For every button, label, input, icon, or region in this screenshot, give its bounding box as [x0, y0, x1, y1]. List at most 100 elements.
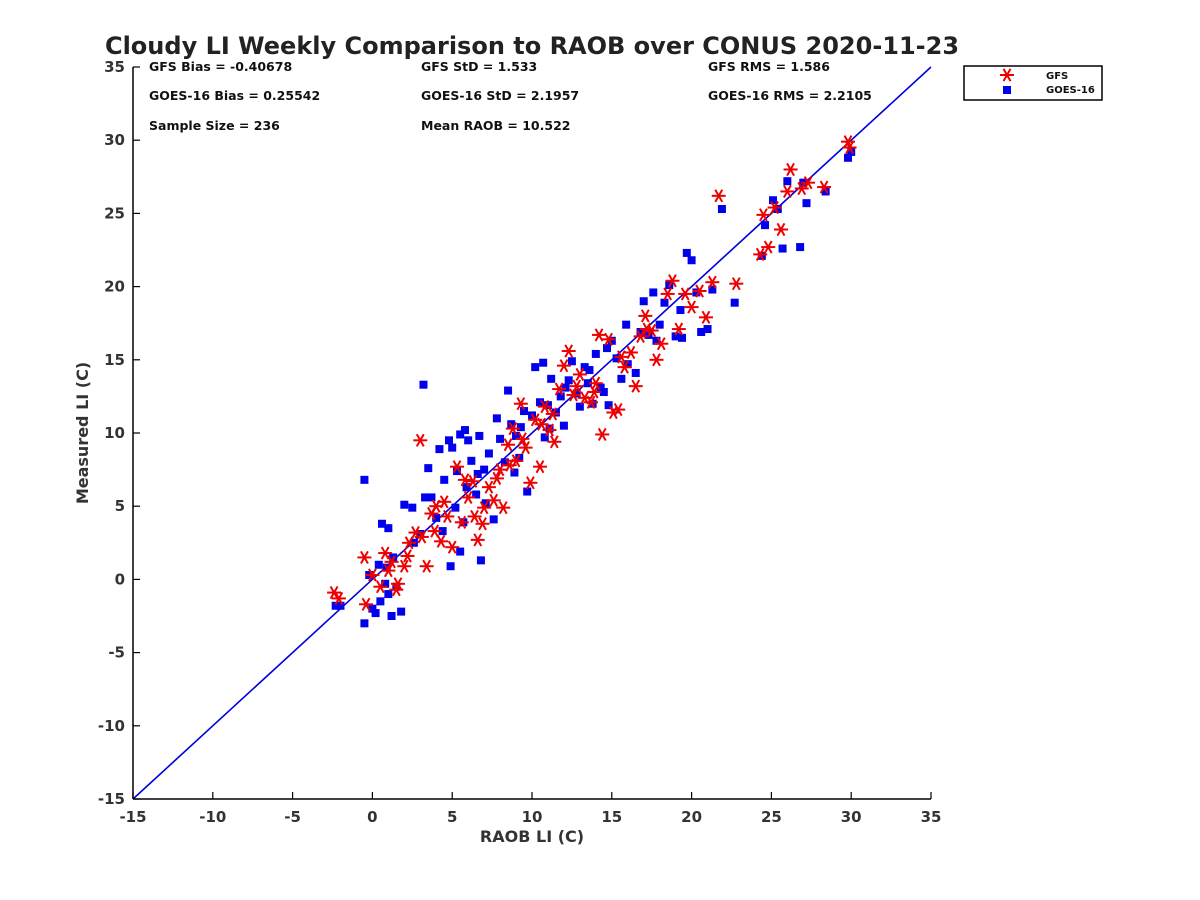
data-point-gfs: [489, 471, 504, 485]
x-tick-label: 10: [522, 808, 543, 826]
data-point-goes16: [844, 153, 853, 162]
data-point-goes16: [639, 297, 648, 306]
x-tick-label: -5: [284, 808, 301, 826]
data-point-goes16: [697, 327, 706, 336]
data-point-goes16: [652, 336, 661, 345]
data-point-gfs: [501, 438, 516, 452]
data-point-goes16: [580, 363, 589, 372]
data-point-gfs: [414, 530, 429, 544]
data-point-goes16: [472, 490, 481, 499]
data-point-gfs: [753, 247, 768, 261]
data-point-goes16: [432, 513, 441, 522]
data-point-goes16: [623, 360, 632, 369]
data-point-goes16: [617, 374, 626, 383]
data-point-gfs: [842, 140, 857, 155]
data-point-gfs: [496, 501, 511, 515]
data-point-gfs: [817, 180, 832, 194]
data-point-goes16: [489, 515, 498, 524]
data-point-gfs: [654, 337, 669, 351]
data-point-goes16: [692, 288, 701, 297]
data-point-gfs: [623, 345, 638, 360]
data-point-gfs: [365, 568, 380, 582]
data-point-goes16: [368, 604, 377, 613]
data-point-gfs: [467, 509, 482, 524]
data-point-goes16: [655, 320, 664, 329]
data-point-gfs: [532, 460, 547, 474]
data-point-goes16: [384, 524, 393, 533]
data-point-goes16: [599, 388, 608, 397]
data-point-goes16: [500, 458, 509, 467]
stat-gfs-std: GFS StD = 1.533: [421, 59, 537, 74]
data-point-goes16: [649, 288, 658, 297]
data-point-gfs: [477, 501, 492, 515]
data-point-goes16: [448, 443, 457, 452]
data-point-gfs: [773, 222, 788, 237]
data-point-goes16: [559, 421, 568, 430]
data-point-gfs: [801, 176, 816, 190]
statistics-annotations: GFS Bias = -0.40678 GFS StD = 1.533 GFS …: [149, 59, 872, 133]
data-point-gfs: [671, 322, 686, 336]
y-tick-label: 15: [104, 351, 125, 369]
data-point-gfs: [419, 559, 434, 573]
data-point-goes16: [802, 199, 811, 208]
data-point-goes16: [535, 398, 544, 407]
data-point-goes16: [451, 503, 460, 512]
legend: GFS GOES-16: [963, 65, 1103, 101]
data-point-gfs: [794, 181, 809, 196]
y-tick-label: -10: [98, 717, 125, 735]
data-point-gfs: [515, 432, 530, 446]
data-point-goes16: [607, 336, 616, 345]
data-point-gfs: [465, 474, 480, 488]
x-axis-label: RAOB LI (C): [480, 827, 584, 846]
data-point-goes16: [783, 177, 792, 186]
data-point-goes16: [604, 401, 613, 410]
data-point-gfs: [592, 328, 607, 342]
data-point-goes16: [596, 383, 605, 392]
data-point-goes16: [717, 205, 726, 214]
data-point-goes16: [381, 579, 390, 588]
data-point-goes16: [583, 379, 592, 388]
legend-gfs-label: GFS: [1046, 71, 1068, 82]
data-point-goes16: [547, 374, 556, 383]
x-tick-label: 30: [841, 808, 862, 826]
stat-goes-bias: GOES-16 Bias = 0.25542: [149, 88, 320, 103]
x-tick-label: 5: [447, 808, 457, 826]
legend-gfs-marker: [1000, 68, 1014, 82]
data-point-goes16: [761, 221, 770, 230]
data-point-goes16: [636, 327, 645, 336]
legend-box: [963, 65, 1103, 101]
data-point-gfs: [331, 591, 346, 606]
data-point-gfs: [481, 480, 496, 494]
data-point-gfs: [783, 162, 798, 177]
data-point-goes16: [520, 407, 529, 416]
data-point-gfs: [628, 379, 643, 393]
y-tick-label: 30: [104, 131, 125, 149]
x-tick-label: 35: [921, 808, 942, 826]
data-point-goes16: [551, 408, 560, 417]
y-tick-label: -5: [108, 644, 125, 662]
data-point-goes16: [660, 298, 669, 307]
data-point-goes16: [374, 560, 383, 569]
data-point-goes16: [556, 392, 565, 401]
data-point-gfs: [461, 490, 476, 505]
data-point-goes16: [445, 436, 454, 445]
data-point-goes16: [543, 401, 552, 410]
y-axis-label: Measured LI (C): [73, 362, 92, 504]
y-tick-label: 5: [115, 497, 125, 515]
data-point-gfs: [639, 322, 654, 336]
data-point-goes16: [540, 433, 549, 442]
data-point-gfs: [692, 284, 707, 298]
data-point-gfs: [389, 583, 404, 597]
data-point-gfs: [606, 405, 621, 420]
data-point-gfs: [357, 550, 372, 565]
data-point-goes16: [539, 358, 548, 367]
stat-gfs-rms: GFS RMS = 1.586: [708, 59, 830, 74]
data-point-gfs: [595, 427, 610, 442]
data-point-goes16: [456, 547, 465, 556]
data-point-gfs: [397, 559, 412, 573]
data-point-gfs: [413, 433, 428, 447]
chart-title: Cloudy LI Weekly Comparison to RAOB over…: [105, 32, 959, 60]
data-point-gfs: [547, 435, 562, 449]
data-point-goes16: [336, 601, 345, 610]
